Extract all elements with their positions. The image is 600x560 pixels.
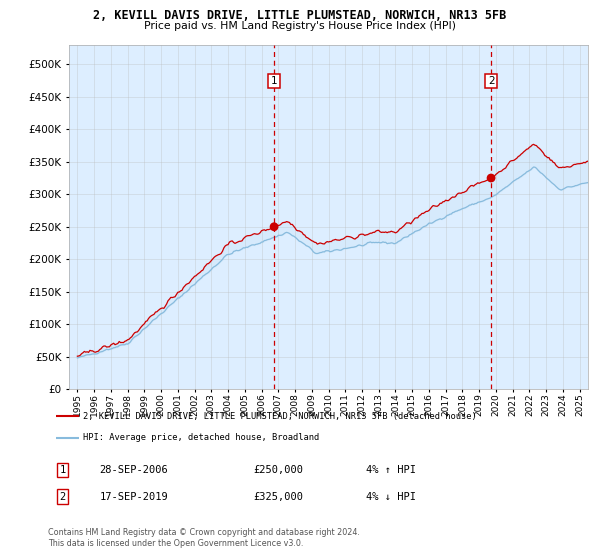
Text: 4% ↓ HPI: 4% ↓ HPI (366, 492, 416, 502)
Text: Contains HM Land Registry data © Crown copyright and database right 2024.: Contains HM Land Registry data © Crown c… (48, 528, 360, 536)
Text: 1: 1 (59, 465, 65, 475)
Text: £325,000: £325,000 (253, 492, 303, 502)
Point (269, 222, 279, 231)
Text: 2, KEVILL DAVIS DRIVE, LITTLE PLUMSTEAD, NORWICH, NR13 5FB: 2, KEVILL DAVIS DRIVE, LITTLE PLUMSTEAD,… (94, 9, 506, 22)
Text: £250,000: £250,000 (253, 465, 303, 475)
Text: 28-SEP-2006: 28-SEP-2006 (100, 465, 168, 475)
Text: HPI: Average price, detached house, Broadland: HPI: Average price, detached house, Broa… (83, 433, 319, 442)
Text: 17-SEP-2019: 17-SEP-2019 (100, 492, 168, 502)
Text: Price paid vs. HM Land Registry's House Price Index (HPI): Price paid vs. HM Land Registry's House … (144, 21, 456, 31)
Text: 2, KEVILL DAVIS DRIVE, LITTLE PLUMSTEAD, NORWICH, NR13 5FB (detached house): 2, KEVILL DAVIS DRIVE, LITTLE PLUMSTEAD,… (83, 412, 476, 421)
Text: 2: 2 (488, 76, 494, 86)
Text: This data is licensed under the Open Government Licence v3.0.: This data is licensed under the Open Gov… (48, 539, 304, 548)
Text: 2: 2 (59, 492, 65, 502)
Text: 1: 1 (271, 76, 277, 86)
Text: 4% ↑ HPI: 4% ↑ HPI (366, 465, 416, 475)
Point (486, 174, 496, 183)
